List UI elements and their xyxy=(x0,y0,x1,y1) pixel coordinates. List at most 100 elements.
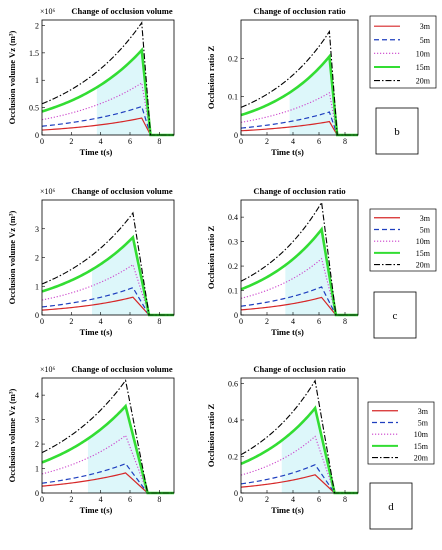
series-15m xyxy=(240,226,358,317)
y-tick-label: 0.2 xyxy=(228,452,238,461)
axes-frame xyxy=(41,19,175,136)
series-3m xyxy=(41,296,174,316)
area-15m xyxy=(285,229,336,315)
x-axis-label: Time t(s) xyxy=(271,327,304,337)
y-tick-label: 0 xyxy=(35,489,39,498)
series-5m xyxy=(41,462,174,494)
x-tick-label: 8 xyxy=(343,317,347,326)
y-axis-label: Occlusion ratio Z xyxy=(206,46,216,110)
chart-title: Change of occlusion volume xyxy=(71,6,173,16)
panel-label-3: d xyxy=(369,482,413,530)
legend-label-20m: 20m xyxy=(416,77,431,86)
y-tick-label: 1 xyxy=(35,282,39,291)
y-tick-label: 0 xyxy=(234,131,238,140)
y-tick-label: 0.4 xyxy=(228,416,238,425)
y-tick-label: 0.1 xyxy=(228,93,238,102)
x-tick-label: 6 xyxy=(128,317,132,326)
x-tick-label: 0 xyxy=(40,495,44,504)
y-tick-label: 0 xyxy=(234,489,238,498)
legend-label-5m: 5m xyxy=(420,225,431,234)
legend-label-15m: 15m xyxy=(416,249,431,258)
x-tick-label: 2 xyxy=(265,317,269,326)
x-tick-label: 0 xyxy=(40,137,44,146)
legend-label-15m: 15m xyxy=(416,63,431,72)
y-axis-label: Occlusion volume Vz (m³) xyxy=(7,210,17,304)
series-20m xyxy=(240,379,358,494)
y-tick-label: 0 xyxy=(234,311,238,320)
y-tick-label: 0.3 xyxy=(228,238,238,247)
series-10m xyxy=(41,263,174,316)
series-5m xyxy=(41,105,174,136)
chart-4: 0 2 4 6 8 0 0.1 0.2 0.3 0.4 Change of occlusion ra… xyxy=(206,186,359,337)
series-10m xyxy=(240,91,358,136)
series-5m xyxy=(41,286,174,316)
x-tick-label: 4 xyxy=(99,317,103,326)
x-tick-label: 0 xyxy=(239,317,243,326)
legend-frame xyxy=(369,208,437,272)
y-tick-label: 1 xyxy=(35,76,39,85)
series-3m xyxy=(41,472,174,494)
x-axis-label: Time t(s) xyxy=(80,327,113,337)
legend-2: 3m 5m 10m 15m 20m xyxy=(369,208,437,272)
y-tick-label: 0.1 xyxy=(228,287,238,296)
y-axis-label: Occlusion ratio Z xyxy=(206,404,216,468)
chart-3: 0 2 4 6 8 0 1 2 3 Change of occlusion volume ×10⁶ T… xyxy=(7,186,175,337)
x-axis-label: Time t(s) xyxy=(271,147,304,157)
panel-label-text: d xyxy=(388,501,394,513)
series-15m xyxy=(240,53,358,137)
chart-title: Change of occlusion volume xyxy=(71,186,173,196)
y-tick-label: 0.6 xyxy=(228,379,238,388)
chart-6: 0 2 4 6 8 0 0.2 0.4 0.6 Change of occlusion ratio… xyxy=(206,364,359,515)
y-tick-label: 0 xyxy=(35,131,39,140)
series-5m xyxy=(240,286,358,316)
legend-label-10m: 10m xyxy=(416,49,431,58)
x-tick-label: 0 xyxy=(239,137,243,146)
x-tick-label: 8 xyxy=(157,317,161,326)
legend-label-20m: 20m xyxy=(416,261,431,270)
series-10m xyxy=(41,434,174,494)
series-20m xyxy=(41,379,174,494)
chart-title: Change of occlusion ratio xyxy=(253,6,345,16)
legend-label-3m: 3m xyxy=(420,22,431,31)
series-20m xyxy=(41,21,174,136)
y-axis-label: Occlusion ratio Z xyxy=(206,226,216,290)
y-axis-label: Occlusion volume Vz (m³) xyxy=(7,388,17,482)
y-tick-label: 1.5 xyxy=(29,49,39,58)
series-3m xyxy=(41,117,174,136)
axes-frame xyxy=(240,199,359,316)
x-tick-label: 0 xyxy=(40,317,44,326)
x-tick-label: 8 xyxy=(157,495,161,504)
y-tick-label: 0.2 xyxy=(228,262,238,271)
legend-label-15m: 15m xyxy=(414,442,429,451)
chart-title: Change of occlusion ratio xyxy=(253,364,345,374)
series-15m xyxy=(41,403,174,495)
x-tick-label: 2 xyxy=(265,495,269,504)
panel-label-2: c xyxy=(373,291,417,339)
y-tick-label: 2 xyxy=(35,254,39,263)
legend-label-5m: 5m xyxy=(418,418,429,427)
panel-label-text: b xyxy=(394,126,400,138)
series-3m xyxy=(240,296,358,316)
series-20m xyxy=(41,211,174,316)
y-tick-label: 4 xyxy=(35,391,39,400)
x-tick-label: 8 xyxy=(343,137,347,146)
x-tick-label: 6 xyxy=(128,137,132,146)
legend-frame xyxy=(367,401,435,465)
legend-frame xyxy=(369,15,437,89)
chart-5: 0 2 4 6 8 0 1 2 3 4 Change of occlusion volume ×10⁶… xyxy=(7,364,175,515)
legend-label-3m: 3m xyxy=(418,407,429,416)
legend-3: 3m 5m 10m 15m 20m xyxy=(367,401,435,465)
panel-label-1: b xyxy=(375,107,419,155)
chart-1: 0 2 4 6 8 0 0.5 1 1.5 2 Change of occlusion volume… xyxy=(7,6,175,157)
panel-label-frame xyxy=(369,482,413,530)
series-5m xyxy=(240,463,358,494)
series-15m xyxy=(41,234,174,317)
series-3m xyxy=(240,120,358,136)
exponent-label: ×10⁶ xyxy=(40,7,56,16)
legend-label-10m: 10m xyxy=(416,237,431,246)
y-axis-label: Occlusion volume Vz (m³) xyxy=(7,30,17,124)
x-tick-label: 4 xyxy=(99,495,103,504)
legend-label-3m: 3m xyxy=(420,214,431,223)
x-tick-label: 2 xyxy=(69,317,73,326)
